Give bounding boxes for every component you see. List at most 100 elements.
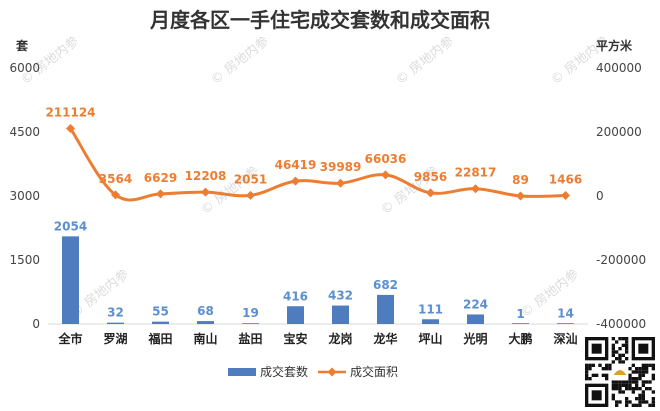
qr-module	[641, 393, 645, 397]
qr-module	[611, 350, 615, 354]
qr-module	[628, 377, 632, 381]
qr-module	[638, 370, 642, 374]
line-point	[471, 184, 480, 194]
qr-module	[641, 400, 645, 404]
qr-module	[645, 363, 649, 367]
qr-module	[618, 390, 622, 394]
bar	[557, 323, 574, 324]
qr-module	[641, 390, 645, 394]
qr-module	[608, 363, 612, 367]
qr-module	[601, 373, 605, 377]
qr-module	[651, 397, 655, 401]
qr-module	[625, 400, 629, 404]
qr-module	[635, 367, 639, 371]
bar	[152, 321, 169, 324]
qr-module	[625, 397, 629, 401]
line-data-label: 2051	[234, 172, 267, 186]
bar-data-labels: 2054 32 55 68 19 416 432 682 111 224 1 14	[54, 219, 574, 321]
x-axis-category-label: 罗湖	[103, 331, 127, 346]
qr-module	[638, 373, 642, 377]
qr-module	[611, 337, 615, 341]
x-axis-category-label: 深汕	[553, 331, 577, 346]
qr-module	[645, 387, 649, 391]
bar-data-label: 55	[152, 305, 169, 319]
qr-module	[631, 370, 635, 374]
left-axis-unit: 套	[15, 38, 29, 53]
qr-module	[645, 367, 649, 371]
left-axis-tick-label: 0	[32, 317, 40, 331]
qr-module	[591, 373, 595, 377]
qr-module	[611, 360, 615, 364]
qr-module	[631, 403, 635, 407]
line-point	[201, 187, 210, 197]
qr-module	[638, 393, 642, 397]
left-axis-tick-label: 6000	[9, 61, 40, 75]
qr-module	[615, 383, 619, 387]
bar-data-label: 682	[373, 278, 398, 292]
qr-module	[651, 373, 655, 377]
qr-module	[635, 387, 639, 391]
qr-module	[591, 363, 595, 367]
qr-module	[615, 357, 619, 361]
x-axis-categories: 全市 罗湖 福田 南山 盐田 宝安 龙岗 龙华 坪山 光明 大鹏 深汕	[57, 331, 577, 346]
bar-data-label: 111	[418, 302, 443, 316]
qr-module	[648, 363, 652, 367]
qr-module	[631, 363, 635, 367]
qr-module	[638, 403, 642, 407]
qr-module	[611, 347, 615, 351]
x-axis-category-label: 光明	[462, 331, 487, 346]
qr-module	[618, 387, 622, 391]
qr-module	[651, 390, 655, 394]
qr-module	[641, 363, 645, 367]
qr-module	[618, 357, 622, 361]
line-point	[516, 191, 525, 201]
right-axis: -400000 -200000 0 200000 400000	[596, 61, 646, 331]
right-axis-tick-label: -400000	[596, 317, 646, 331]
bar	[467, 314, 484, 324]
bar	[197, 321, 214, 324]
qr-module	[631, 387, 635, 391]
bar	[62, 236, 79, 324]
bar	[242, 323, 259, 324]
qr-module	[631, 380, 635, 384]
qr-module	[608, 367, 612, 371]
qr-module	[588, 377, 592, 381]
qr-module	[605, 373, 609, 377]
qr-module	[621, 343, 625, 347]
qr-module	[625, 357, 629, 361]
qr-module	[588, 367, 592, 371]
bar-data-label: 19	[242, 306, 259, 320]
line-data-label: 3564	[99, 172, 132, 186]
qr-module	[625, 350, 629, 354]
qr-finder-core	[591, 390, 602, 401]
qr-module	[625, 403, 629, 407]
qr-module	[628, 380, 632, 384]
qr-module	[618, 383, 622, 387]
qr-module	[631, 390, 635, 394]
qr-module	[618, 347, 622, 351]
qr-module	[625, 340, 629, 344]
legend-bar-swatch	[228, 368, 256, 376]
chart-title: 月度各区一手住宅成交套数和成交面积	[149, 8, 490, 32]
qr-module	[621, 360, 625, 364]
line-point	[156, 189, 165, 199]
qr-module	[595, 373, 599, 377]
bar-data-label: 68	[197, 304, 214, 318]
qr-module	[638, 397, 642, 401]
bar	[287, 306, 304, 324]
qr-module	[638, 387, 642, 391]
qr-code-icon	[583, 335, 657, 409]
bar	[422, 319, 439, 324]
qr-module	[585, 377, 589, 381]
qr-module	[651, 377, 655, 381]
line-data-label: 66036	[365, 152, 407, 166]
qr-module	[651, 403, 655, 407]
qr-module	[651, 400, 655, 404]
qr-module	[605, 367, 609, 371]
right-axis-tick-label: 200000	[596, 125, 642, 139]
line-point	[381, 170, 390, 180]
legend-item-line: 成交面积	[350, 364, 398, 379]
qr-module	[638, 367, 642, 371]
